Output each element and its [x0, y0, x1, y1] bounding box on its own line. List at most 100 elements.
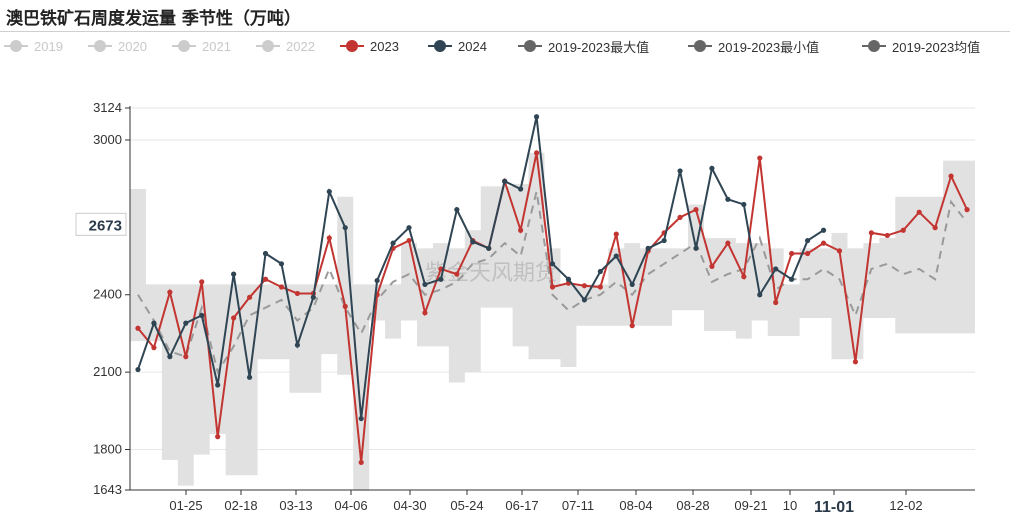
legend-item-2024[interactable]: 2024: [428, 36, 487, 56]
data-point-2024: [342, 225, 348, 231]
data-point-2024: [518, 186, 524, 192]
data-point-2023: [135, 325, 141, 331]
watermark-text: 紫金天风期货: [425, 260, 557, 285]
data-point-2024: [789, 276, 795, 282]
data-point-2024: [533, 114, 540, 120]
data-point-2023: [294, 290, 301, 297]
x-tick-label: 04-06: [334, 498, 367, 513]
data-point-2024: [215, 382, 221, 388]
y-tick-label: 2100: [93, 364, 122, 379]
data-point-2024: [422, 281, 428, 288]
legend-label: 2024: [458, 38, 487, 54]
y-tick-label: 3000: [93, 132, 122, 147]
data-point-2023: [789, 250, 795, 257]
data-point-2024: [820, 227, 827, 233]
data-point-2024: [773, 266, 779, 272]
chart-title: 澳巴铁矿石周度发运量 季节性（万吨）: [6, 9, 301, 29]
x-tick-label: 12-02: [889, 498, 922, 513]
data-point-2023: [422, 310, 428, 316]
legend-marker-icon: [4, 40, 28, 52]
data-point-2023: [820, 240, 827, 246]
data-point-2023: [581, 283, 587, 289]
data-point-2023: [709, 263, 715, 269]
chart-legend: 2019 2020 2021 2022 2023 2024 2019-2023最大值 2019…: [0, 36, 1010, 56]
data-point-2024: [486, 245, 492, 251]
data-point-2023: [167, 289, 173, 295]
data-point-2024: [597, 268, 603, 275]
data-point-2023: [278, 284, 285, 290]
data-point-2024: [390, 240, 396, 246]
data-point-2024: [374, 277, 380, 284]
data-point-2024: [231, 271, 237, 277]
legend-marker-icon: [340, 40, 364, 52]
range-band-max-min: [130, 152, 975, 491]
legend-label: 2019-2023最大值: [548, 39, 650, 55]
data-point-2023: [597, 284, 603, 290]
x-tick-label: 03-13: [279, 498, 312, 513]
data-point-2023: [406, 237, 412, 244]
data-point-2024: [438, 276, 444, 282]
legend-item-2019[interactable]: 2019: [4, 36, 63, 56]
data-point-2024: [565, 276, 572, 282]
data-point-2023: [693, 207, 699, 213]
data-point-2024: [262, 250, 269, 257]
data-point-2024: [278, 261, 285, 267]
legend-marker-icon: [518, 40, 542, 52]
data-point-2024: [677, 168, 683, 174]
legend-label: 2021: [202, 38, 231, 54]
data-point-2023: [246, 294, 253, 300]
data-point-2023: [677, 214, 683, 220]
x-tick-label: 01-25: [169, 498, 202, 513]
legend-label: 2019: [34, 38, 63, 54]
y-tick-label: 1800: [93, 442, 122, 457]
data-point-2024: [454, 207, 460, 213]
data-point-2024: [470, 239, 476, 245]
legend-item-2019-2023最大值[interactable]: 2019-2023最大值: [518, 36, 649, 56]
data-point-2023: [262, 276, 269, 282]
x-tick-label: 05-24: [450, 498, 483, 513]
legend-marker-icon: [256, 40, 280, 52]
legend-label: 2020: [118, 38, 147, 54]
data-point-2023: [199, 279, 205, 285]
legend-item-2023[interactable]: 2023: [340, 36, 399, 56]
data-point-2023: [533, 150, 540, 156]
data-point-2023: [916, 209, 922, 215]
data-point-2023: [725, 240, 731, 246]
y-pointer-box: [75, 212, 127, 236]
y-tick-label: 3124: [93, 100, 122, 115]
data-point-2024: [246, 374, 253, 380]
legend-item-2020[interactable]: 2020: [88, 36, 147, 56]
data-point-2024: [709, 165, 715, 171]
legend-marker-icon: [172, 40, 196, 52]
data-point-2023: [900, 227, 906, 233]
legend-label: 2022: [286, 38, 315, 54]
legend-item-2019-2023均值[interactable]: 2019-2023均值: [862, 36, 980, 56]
legend-item-2022[interactable]: 2022: [256, 36, 315, 56]
data-point-2024: [502, 178, 508, 184]
data-point-2023: [884, 232, 890, 239]
data-point-2023: [757, 155, 763, 161]
data-point-2023: [183, 354, 189, 360]
data-point-2024: [741, 201, 747, 208]
x-tick-label: 09-21: [734, 498, 767, 513]
data-point-2024: [661, 237, 667, 244]
legend-item-2019-2023最小值[interactable]: 2019-2023最小值: [688, 36, 819, 56]
data-point-2023: [215, 434, 221, 440]
data-point-2023: [932, 225, 938, 231]
y-tick-label: 2400: [93, 287, 122, 302]
x-tick-label: 08-04: [619, 498, 652, 513]
data-point-2023: [741, 274, 747, 280]
x-tick-label: 06-17: [505, 498, 538, 513]
data-point-2024: [581, 297, 587, 303]
legend-marker-icon: [88, 40, 112, 52]
data-point-2024: [135, 366, 141, 373]
data-point-2023: [629, 323, 635, 329]
legend-item-2021[interactable]: 2021: [172, 36, 231, 56]
data-point-2024: [199, 312, 205, 318]
data-point-2023: [836, 248, 843, 254]
data-point-2024: [406, 225, 412, 231]
data-point-2024: [804, 237, 811, 244]
data-point-2023: [852, 359, 859, 365]
x-tick-label: 02-18: [224, 498, 257, 513]
